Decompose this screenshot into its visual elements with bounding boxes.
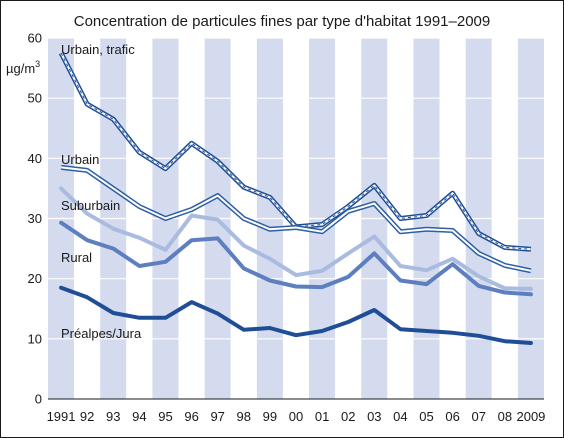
x-tick-label: 97 xyxy=(210,409,224,424)
x-tick-label: 93 xyxy=(106,409,120,424)
series-path xyxy=(59,220,533,297)
series-line xyxy=(59,285,533,345)
x-tick-label: 03 xyxy=(367,409,381,424)
series-path xyxy=(59,186,533,291)
y-axis-unit-base: µg/m xyxy=(6,61,35,76)
y-tick-label: 10 xyxy=(28,331,42,346)
x-tick-label: 2009 xyxy=(516,409,545,424)
series-label: Suburbain xyxy=(61,198,120,213)
y-axis-unit: µg/m3 xyxy=(6,59,40,76)
y-tick-label: 20 xyxy=(28,271,42,286)
x-tick-labels: 1991 92 93 94 95 96 97 98 99 00 01 02 03 04 05 06 07 08 20… xyxy=(47,409,546,424)
chart-title: Concentration de particules fines par ty… xyxy=(74,13,490,30)
x-tick-label: 05 xyxy=(419,409,433,424)
series-label: Préalpes/Jura xyxy=(61,326,142,341)
series-label: Urbain, trafic xyxy=(61,42,135,57)
series-label: Urbain xyxy=(61,152,99,167)
x-tick-label: 98 xyxy=(237,409,251,424)
series-line xyxy=(59,186,533,291)
x-tick-label: 94 xyxy=(132,409,146,424)
series-path xyxy=(59,285,533,345)
y-tick-labels: 0 10 20 30 40 50 60 xyxy=(28,31,42,407)
x-tick-label: 08 xyxy=(498,409,512,424)
x-tick-label: 06 xyxy=(445,409,459,424)
x-tick-label: 02 xyxy=(341,409,355,424)
y-tick-label: 40 xyxy=(28,151,42,166)
x-tick-label: 92 xyxy=(80,409,94,424)
y-axis-unit-superscript: 3 xyxy=(35,59,40,69)
x-tick-label: 01 xyxy=(315,409,329,424)
x-tick-label: 00 xyxy=(289,409,303,424)
series-path-inner xyxy=(60,166,532,272)
y-tick-label: 50 xyxy=(28,91,42,106)
series-label: Rural xyxy=(61,250,92,265)
x-tick-label: 95 xyxy=(158,409,172,424)
series-line xyxy=(59,220,533,297)
series-line xyxy=(60,164,532,274)
x-tick-label: 1991 xyxy=(47,409,76,424)
x-tick-label: 96 xyxy=(184,409,198,424)
series-labels: Urbain, trafic Urbain Suburbain Rural Préalp… xyxy=(61,42,142,341)
x-tick-label: 07 xyxy=(472,409,486,424)
series-lines xyxy=(58,51,533,345)
x-tick-label: 99 xyxy=(263,409,277,424)
y-tick-label: 30 xyxy=(28,211,42,226)
x-tick-label: 04 xyxy=(393,409,407,424)
y-tick-label: 60 xyxy=(28,31,42,46)
y-tick-label: 0 xyxy=(35,392,42,407)
gridlines xyxy=(48,37,544,340)
